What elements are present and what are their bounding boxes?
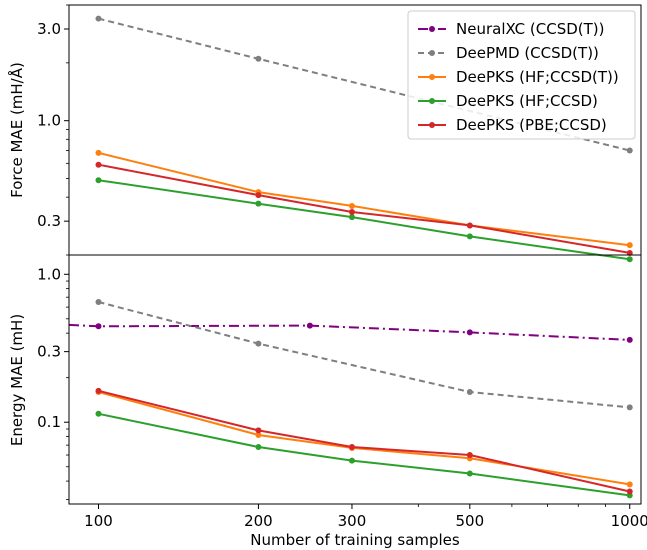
data-point (348, 443, 355, 450)
legend-marker (429, 74, 435, 80)
data-point (255, 192, 262, 199)
legend-marker (429, 122, 435, 128)
legend-label: NeuralXC (CCSD(T)) (456, 20, 605, 38)
data-point (95, 298, 102, 305)
legend: NeuralXC (CCSD(T)) DeePMD (CCSD(T)) DeePKS… (407, 10, 636, 140)
data-point (255, 443, 262, 450)
data-point (348, 208, 355, 215)
data-point (255, 340, 262, 347)
bottom-panel: 0.1 0.3 1.0 100 200 300 500 1000 Energy MAE (m… (8, 254, 647, 549)
data-point (626, 147, 633, 154)
y-tick-label: 3.0 (37, 20, 61, 38)
bottom-xticks: 100 200 300 500 1000 (84, 504, 647, 530)
data-point (95, 149, 102, 156)
x-tick-label: 500 (456, 512, 485, 530)
data-point (95, 177, 102, 184)
data-point (626, 249, 633, 256)
top-series-layer (95, 15, 633, 263)
top-yticks: 0.3 1.0 3.0 (37, 4, 69, 256)
data-point (466, 329, 473, 336)
data-point (95, 323, 102, 330)
data-point (348, 202, 355, 209)
x-tick-label: 300 (338, 512, 367, 530)
data-point (95, 161, 102, 168)
legend-marker (429, 98, 435, 104)
legend-label: DeePKS (HF;CCSD) (456, 92, 598, 110)
data-point (466, 233, 473, 240)
x-tick-label: 200 (244, 512, 273, 530)
x-tick-label: 100 (84, 512, 113, 530)
data-point (306, 322, 313, 329)
data-point (95, 387, 102, 394)
bottom-series-layer (68, 298, 633, 499)
data-point (255, 55, 262, 62)
bottom-yticks: 0.1 0.3 1.0 (37, 265, 69, 500)
data-point (255, 427, 262, 434)
y-tick-label: 1.0 (37, 112, 61, 130)
data-point (255, 200, 262, 207)
x-tick-label: 1000 (611, 512, 647, 530)
data-point (466, 452, 473, 459)
data-point (626, 256, 633, 263)
data-point (626, 488, 633, 495)
series-line (98, 301, 630, 409)
data-point (348, 214, 355, 221)
y-tick-label: 0.1 (37, 413, 61, 431)
data-point (626, 242, 633, 249)
bottom-y-axis-label: Energy MAE (mH) (8, 314, 26, 446)
bottom-axes-frame (68, 254, 642, 505)
data-point (255, 431, 262, 438)
data-point (466, 222, 473, 229)
x-axis-label: Number of training samples (250, 531, 460, 549)
data-point (466, 470, 473, 477)
data-point (626, 404, 633, 411)
legend-box (407, 10, 636, 140)
legend-label: DeePKS (HF;CCSD(T)) (456, 68, 619, 86)
data-point (466, 389, 473, 396)
data-point (626, 336, 633, 343)
legend-label: DeePKS (PBE;CCSD) (456, 116, 607, 134)
data-point (626, 481, 633, 488)
data-point (348, 457, 355, 464)
data-point (95, 410, 102, 417)
legend-label: DeePMD (CCSD(T)) (456, 44, 599, 62)
y-tick-label: 1.0 (37, 265, 61, 283)
y-tick-label: 0.3 (37, 212, 61, 230)
top-y-axis-label: Force MAE (mH/Å) (7, 62, 26, 198)
legend-marker (429, 50, 435, 56)
legend-marker (429, 26, 435, 32)
data-point (95, 15, 102, 22)
y-tick-label: 0.3 (37, 343, 61, 361)
